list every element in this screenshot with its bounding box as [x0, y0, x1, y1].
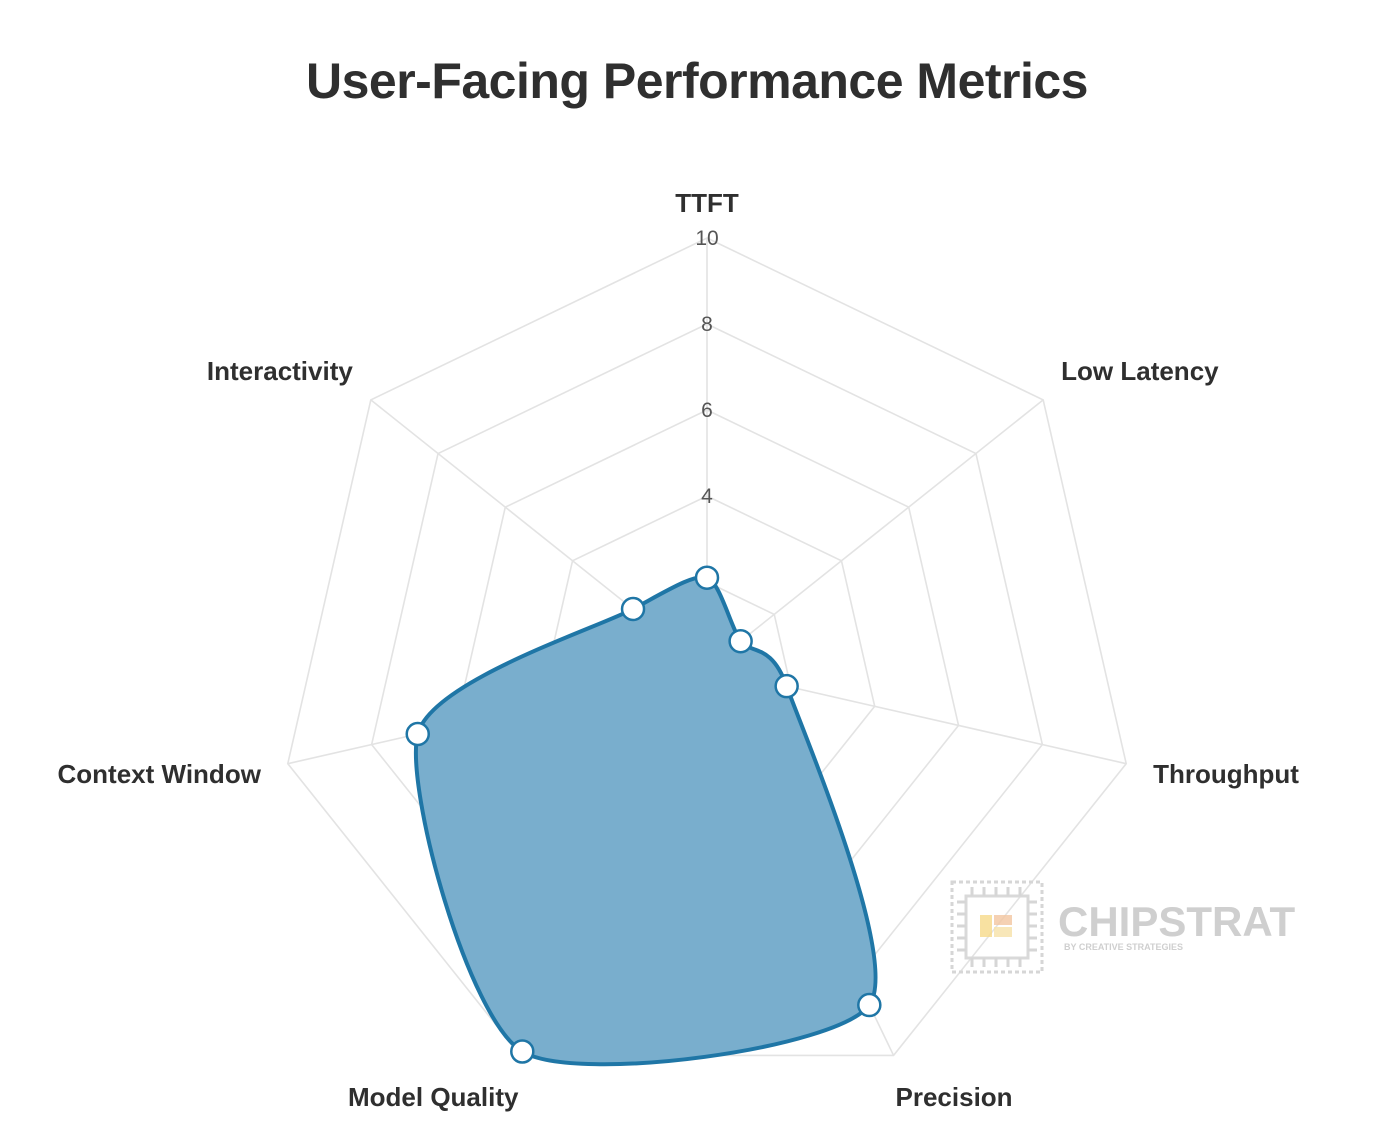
tick-label: 10 [695, 227, 718, 250]
data-series [413, 575, 878, 1067]
data-point-precision[interactable] [857, 992, 882, 1018]
grid-spoke [706, 399, 1044, 669]
data-point-context-window[interactable] [405, 721, 430, 747]
chip-logo-icon [950, 880, 1044, 974]
axis-label-low-latency: Low Latency [1061, 356, 1219, 386]
tick-label: 4 [701, 485, 713, 508]
chipstrat-watermark: CHIPSTRAT BY CREATIVE STRATEGIES [950, 880, 1296, 974]
series-area [413, 575, 878, 1067]
data-point-interactivity[interactable] [620, 596, 646, 622]
data-point-ttft[interactable] [694, 565, 720, 590]
watermark-brand: CHIPSTRAT [1058, 898, 1296, 945]
axis-label-context-window: Context Window [58, 759, 262, 789]
data-point-low-latency[interactable] [728, 628, 753, 654]
radial-tick-labels: 4 6 8 10 [695, 227, 718, 508]
axis-labels: TTFT Low Latency Throughput Precision Model … [58, 188, 1300, 1112]
axis-label-precision: Precision [896, 1082, 1013, 1112]
axis-label-throughput: Throughput [1153, 759, 1299, 789]
tick-label: 8 [701, 313, 713, 336]
data-point-throughput[interactable] [774, 673, 799, 699]
watermark-subtitle: BY CREATIVE STRATEGIES [1064, 942, 1183, 952]
chart-title: User-Facing Performance Metrics [305, 53, 1089, 109]
axis-label-model-quality: Model Quality [348, 1082, 519, 1112]
data-points [405, 565, 882, 1064]
tick-label: 6 [701, 399, 713, 422]
axis-label-interactivity: Interactivity [207, 356, 353, 386]
axis-label-ttft: TTFT [675, 188, 739, 218]
data-point-model-quality[interactable] [510, 1039, 535, 1064]
